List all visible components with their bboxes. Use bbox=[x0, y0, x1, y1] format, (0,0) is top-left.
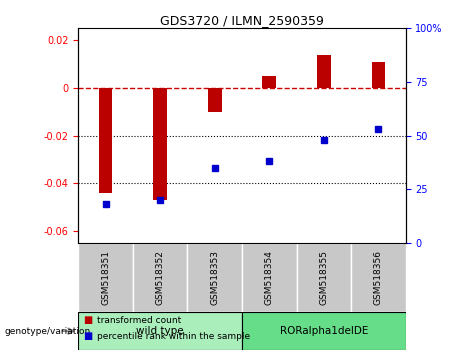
Bar bbox=[296, 243, 351, 312]
Text: transformed count: transformed count bbox=[97, 316, 181, 325]
Text: RORalpha1delDE: RORalpha1delDE bbox=[280, 326, 368, 336]
Text: wild type: wild type bbox=[136, 326, 184, 336]
Bar bbox=[78, 312, 242, 350]
Bar bbox=[242, 312, 406, 350]
Text: percentile rank within the sample: percentile rank within the sample bbox=[97, 332, 250, 341]
Bar bbox=[78, 243, 133, 312]
Text: GSM518355: GSM518355 bbox=[319, 250, 328, 305]
Title: GDS3720 / ILMN_2590359: GDS3720 / ILMN_2590359 bbox=[160, 14, 324, 27]
Text: ■: ■ bbox=[83, 331, 92, 341]
Bar bbox=[372, 62, 385, 88]
Bar bbox=[154, 88, 167, 200]
Bar bbox=[317, 55, 331, 88]
Text: GSM518352: GSM518352 bbox=[156, 250, 165, 305]
Bar bbox=[208, 88, 222, 112]
Bar bbox=[188, 243, 242, 312]
Bar bbox=[262, 76, 276, 88]
Bar bbox=[99, 88, 112, 193]
Text: GSM518354: GSM518354 bbox=[265, 250, 274, 305]
Text: GSM518353: GSM518353 bbox=[210, 250, 219, 305]
Text: ■: ■ bbox=[83, 315, 92, 325]
Bar bbox=[242, 243, 296, 312]
Text: genotype/variation: genotype/variation bbox=[5, 327, 91, 336]
Text: GSM518351: GSM518351 bbox=[101, 250, 110, 305]
Bar bbox=[351, 243, 406, 312]
Bar bbox=[133, 243, 188, 312]
Text: GSM518356: GSM518356 bbox=[374, 250, 383, 305]
